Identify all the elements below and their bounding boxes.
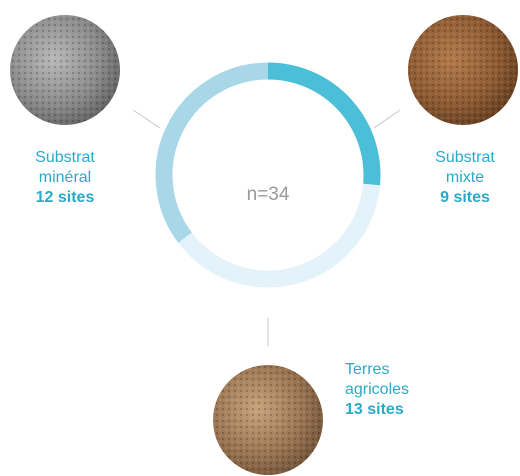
category-label: Substrat minéral 12 sites	[15, 148, 115, 208]
donut-segment	[267, 62, 381, 186]
donut-segment	[155, 62, 269, 243]
photo-texture	[10, 15, 120, 125]
category-name: Substrat minéral	[35, 149, 95, 186]
value-label: 13 sites	[345, 401, 404, 418]
photo-texture	[408, 15, 518, 125]
center-label: n=34	[247, 184, 290, 205]
value-label: 9 sites	[440, 189, 490, 206]
photo-texture	[213, 365, 323, 475]
donut-segment	[178, 183, 381, 288]
connector	[373, 109, 401, 129]
category-name: Terres agricoles	[345, 361, 410, 398]
category-name: Substrat mixte	[435, 149, 495, 186]
category-label: Terres agricoles 13 sites	[345, 360, 445, 420]
value-label: 12 sites	[35, 189, 95, 206]
category-label: Substrat mixte 9 sites	[415, 148, 515, 208]
connector	[132, 109, 161, 129]
